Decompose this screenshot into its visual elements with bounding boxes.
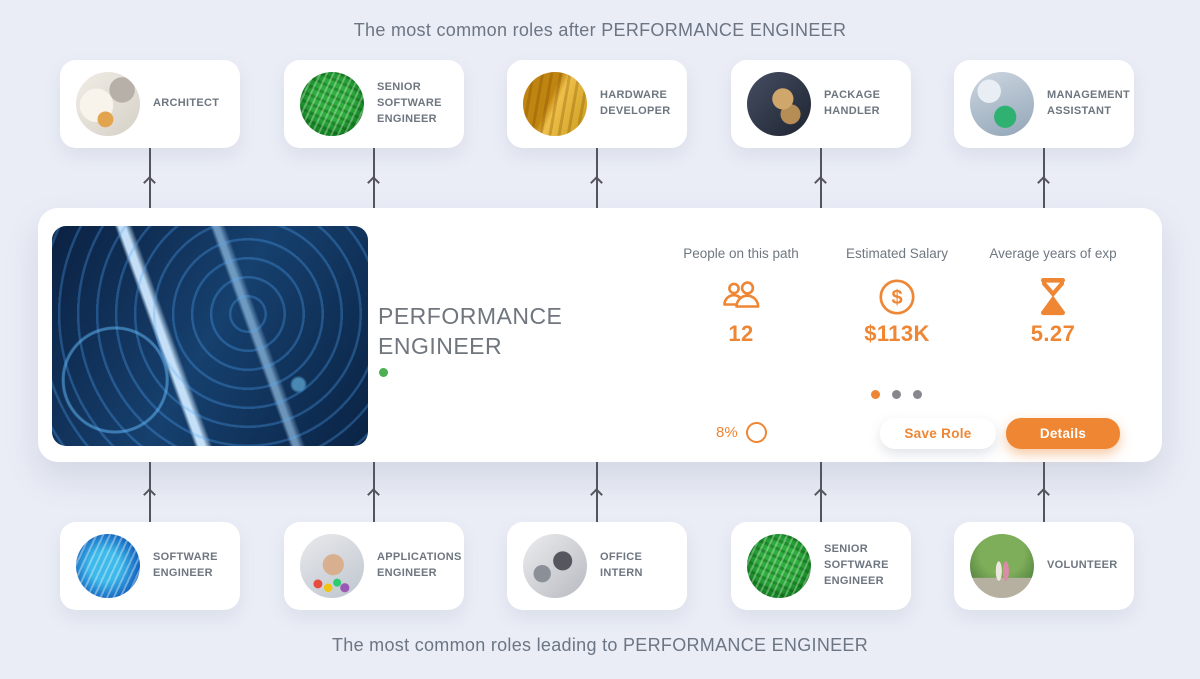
connector-arrow bbox=[814, 462, 827, 522]
blue-code-photo bbox=[76, 534, 140, 598]
hourglass-icon bbox=[968, 276, 1138, 318]
connector-arrow bbox=[814, 148, 827, 208]
role-card-management-assistant[interactable]: MANAGEMENT ASSISTANT bbox=[954, 60, 1134, 148]
stat-estimated-salary: Estimated Salary $ $113K bbox=[812, 246, 982, 347]
role-label: HARDWARE DEVELOPER bbox=[600, 89, 671, 117]
stat-value: $113K bbox=[864, 321, 930, 346]
role-label: MANAGEMENT ASSISTANT bbox=[1047, 89, 1131, 117]
architect-photo bbox=[76, 72, 140, 136]
stat-value: 12 bbox=[728, 321, 754, 346]
role-label: VOLUNTEER bbox=[1047, 559, 1118, 572]
role-card-software-engineer[interactable]: SOFTWARE ENGINEER bbox=[60, 522, 240, 610]
park-walk-photo bbox=[970, 534, 1034, 598]
roles-after-title: The most common roles after PERFORMANCE … bbox=[353, 20, 847, 40]
arrow-up-icon bbox=[814, 176, 827, 189]
boxes-photo bbox=[747, 72, 811, 136]
arrow-up-icon bbox=[590, 488, 603, 501]
connector-arrow bbox=[590, 462, 603, 522]
connector-arrow bbox=[590, 148, 603, 208]
arrow-up-icon bbox=[367, 488, 380, 501]
people-icon bbox=[656, 276, 826, 318]
match-percent: 8% bbox=[716, 424, 738, 441]
connector-arrow bbox=[367, 148, 380, 208]
carousel-dot-3[interactable] bbox=[913, 390, 922, 399]
arrow-up-icon bbox=[1037, 176, 1050, 189]
stat-label: People on this path bbox=[683, 246, 799, 261]
focus-role-title: PERFORMANCE ENGINEER bbox=[378, 303, 563, 359]
green-code-photo bbox=[747, 534, 811, 598]
role-card-office-intern[interactable]: OFFICE INTERN bbox=[507, 522, 687, 610]
carousel-dot-2[interactable] bbox=[892, 390, 901, 399]
office-photo bbox=[523, 534, 587, 598]
svg-text:$: $ bbox=[891, 287, 902, 309]
roles-before-title: The most common roles leading to PERFORM… bbox=[331, 635, 869, 655]
details-button[interactable]: Details bbox=[1006, 418, 1120, 449]
connector-arrow bbox=[143, 148, 156, 208]
role-label: SOFTWARE ENGINEER bbox=[153, 551, 218, 579]
stat-value: 5.27 bbox=[1030, 321, 1076, 346]
role-card-hardware-developer[interactable]: HARDWARE DEVELOPER bbox=[507, 60, 687, 148]
role-label: SENIOR SOFTWARE ENGINEER bbox=[377, 81, 442, 125]
role-card-package-handler[interactable]: PACKAGE HANDLER bbox=[731, 60, 911, 148]
role-card-senior-software-engineer-before[interactable]: SENIOR SOFTWARE ENGINEER bbox=[731, 522, 911, 610]
role-label: SENIOR SOFTWARE ENGINEER bbox=[824, 543, 889, 587]
role-label: APPLICATIONS ENGINEER bbox=[377, 551, 462, 579]
clipboard-photo bbox=[970, 72, 1034, 136]
role-label: PACKAGE HANDLER bbox=[824, 89, 881, 117]
role-card-volunteer[interactable]: VOLUNTEER bbox=[954, 522, 1134, 610]
arrow-up-icon bbox=[367, 176, 380, 189]
arrow-up-icon bbox=[143, 176, 156, 189]
status-dot bbox=[379, 368, 388, 377]
arrow-up-icon bbox=[1037, 488, 1050, 501]
match-indicator: 8% bbox=[716, 422, 767, 443]
stat-people-on-path: People on this path 12 bbox=[656, 246, 826, 347]
arrow-up-icon bbox=[814, 488, 827, 501]
stat-label: Estimated Salary bbox=[845, 246, 949, 261]
dollar-icon: $ bbox=[812, 276, 982, 318]
role-label: ARCHITECT bbox=[153, 97, 220, 110]
arrow-up-icon bbox=[143, 488, 156, 501]
role-card-applications-engineer[interactable]: APPLICATIONS ENGINEER bbox=[284, 522, 464, 610]
arrow-up-icon bbox=[590, 176, 603, 189]
performance-engineer-card: PERFORMANCE ENGINEER People on this path… bbox=[38, 208, 1162, 462]
carousel-dots bbox=[871, 390, 922, 399]
gold-circuit-photo bbox=[523, 72, 587, 136]
stat-average-experience: Average years of exp 5.27 bbox=[968, 246, 1138, 347]
save-role-button[interactable]: Save Role bbox=[880, 418, 996, 449]
connector-arrow bbox=[1037, 148, 1050, 208]
green-code-photo bbox=[300, 72, 364, 136]
connector-arrow bbox=[1037, 462, 1050, 522]
connector-arrow bbox=[143, 462, 156, 522]
connector-arrow bbox=[367, 462, 380, 522]
match-ring-icon bbox=[745, 422, 767, 443]
carousel-dot-1[interactable] bbox=[871, 390, 880, 399]
role-card-senior-software-engineer[interactable]: SENIOR SOFTWARE ENGINEER bbox=[284, 60, 464, 148]
role-label: OFFICE INTERN bbox=[600, 551, 643, 579]
app-icons-photo bbox=[300, 534, 364, 598]
performance-engineer-photo bbox=[52, 226, 368, 446]
stat-label: Average years of exp bbox=[989, 246, 1117, 261]
role-card-architect[interactable]: ARCHITECT bbox=[60, 60, 240, 148]
